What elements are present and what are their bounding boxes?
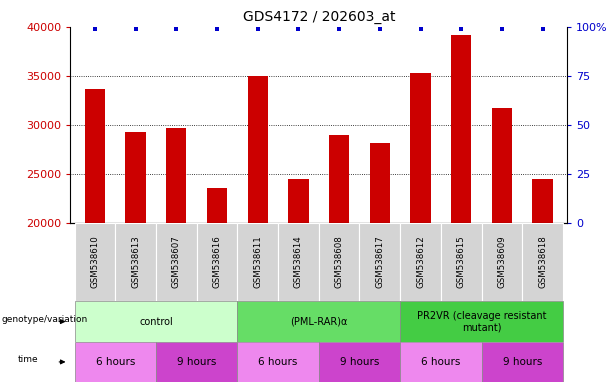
Bar: [166, 128, 186, 384]
Point: [294, 26, 303, 32]
Bar: [329, 135, 349, 384]
Text: GSM538611: GSM538611: [253, 236, 262, 288]
Text: 9 hours: 9 hours: [503, 357, 542, 367]
Bar: [75, 342, 156, 382]
Text: 9 hours: 9 hours: [340, 357, 379, 367]
Text: GSM538613: GSM538613: [131, 236, 140, 288]
Text: PR2VR (cleavage resistant
mutant): PR2VR (cleavage resistant mutant): [417, 311, 546, 333]
Bar: [400, 301, 563, 342]
Bar: [359, 223, 400, 301]
Text: control: control: [139, 316, 173, 327]
Point: [212, 26, 222, 32]
Text: 6 hours: 6 hours: [421, 357, 460, 367]
Text: GSM538607: GSM538607: [172, 236, 181, 288]
Point: [538, 26, 547, 32]
Title: GDS4172 / 202603_at: GDS4172 / 202603_at: [243, 10, 395, 25]
Bar: [410, 73, 431, 384]
Bar: [126, 132, 146, 384]
Bar: [451, 35, 471, 384]
Bar: [237, 223, 278, 301]
Bar: [441, 223, 482, 301]
Bar: [370, 143, 390, 384]
Text: GSM538617: GSM538617: [375, 236, 384, 288]
Point: [416, 26, 425, 32]
Text: 9 hours: 9 hours: [177, 357, 216, 367]
Text: GSM538612: GSM538612: [416, 236, 425, 288]
Point: [375, 26, 385, 32]
Bar: [75, 301, 237, 342]
Bar: [522, 223, 563, 301]
Text: GSM538616: GSM538616: [213, 236, 221, 288]
Point: [172, 26, 181, 32]
Bar: [207, 189, 227, 384]
Bar: [75, 223, 115, 301]
Bar: [319, 223, 359, 301]
Bar: [400, 342, 482, 382]
Text: genotype/variation: genotype/variation: [1, 315, 88, 324]
Text: GSM538615: GSM538615: [457, 236, 466, 288]
Point: [456, 26, 466, 32]
Point: [497, 26, 507, 32]
Bar: [319, 342, 400, 382]
Text: GSM538614: GSM538614: [294, 236, 303, 288]
Point: [90, 26, 100, 32]
Text: GSM538609: GSM538609: [497, 236, 506, 288]
Text: GSM538610: GSM538610: [90, 236, 99, 288]
Bar: [237, 301, 400, 342]
Text: GSM538608: GSM538608: [335, 236, 344, 288]
Bar: [482, 342, 563, 382]
Text: GSM538618: GSM538618: [538, 236, 547, 288]
Bar: [85, 89, 105, 384]
Point: [131, 26, 140, 32]
Bar: [400, 223, 441, 301]
Bar: [156, 342, 237, 382]
Bar: [197, 223, 237, 301]
Text: 6 hours: 6 hours: [96, 357, 135, 367]
Bar: [288, 179, 308, 384]
Bar: [248, 76, 268, 384]
Bar: [533, 179, 553, 384]
Text: (PML-RAR)α: (PML-RAR)α: [290, 316, 348, 327]
Bar: [492, 108, 512, 384]
Bar: [115, 223, 156, 301]
Point: [334, 26, 344, 32]
Bar: [237, 342, 319, 382]
Text: time: time: [18, 356, 39, 364]
Bar: [482, 223, 522, 301]
Bar: [278, 223, 319, 301]
Bar: [156, 223, 197, 301]
Point: [253, 26, 262, 32]
Text: 6 hours: 6 hours: [258, 357, 298, 367]
